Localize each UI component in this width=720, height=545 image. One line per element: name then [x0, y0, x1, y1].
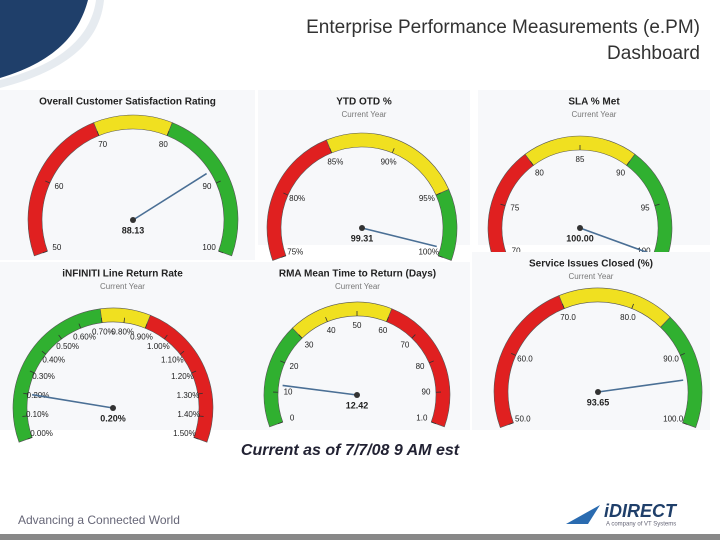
needle-hub: [359, 225, 365, 231]
tick-label: 50.0: [515, 414, 531, 423]
tick-label: 70.0: [560, 313, 576, 322]
tick-label: 0.30%: [32, 372, 55, 381]
gauge-subtitle: Current Year: [342, 110, 387, 119]
value-label: 88.13: [122, 225, 145, 235]
tick-label: 0.00%: [30, 429, 53, 438]
tick-label: 80: [159, 140, 168, 149]
tick-label: 80: [535, 169, 544, 178]
gauge-subtitle: Current Year: [569, 272, 614, 281]
tick-label: 75%: [287, 247, 303, 256]
logo-sub: A company of VT Systems: [606, 522, 676, 528]
tick-label: 90: [422, 388, 431, 397]
tick-label: 100%: [418, 247, 438, 256]
tick-label: 20: [290, 362, 299, 371]
tick-label: 1.30%: [177, 391, 200, 400]
tick-label: 85%: [327, 157, 343, 166]
tick-label: 60.0: [517, 355, 533, 364]
value-label: 93.65: [587, 397, 610, 407]
tick-label: 60: [55, 182, 64, 191]
tick-label: 1.0: [416, 414, 428, 423]
tick-label: 0.10%: [26, 410, 49, 419]
gauge-title: SLA % Met: [568, 97, 620, 108]
header-title: Dashboard: [607, 43, 700, 64]
gauge-title: Overall Customer Satisfaction Rating: [39, 97, 216, 108]
tick-label: 50: [52, 243, 61, 252]
tick-label: 75: [510, 204, 519, 213]
tick-label: 1.10%: [161, 356, 184, 365]
logo: iDIRECT: [604, 501, 678, 521]
tick-label: 95%: [419, 194, 435, 203]
value-label: 100.00: [566, 233, 594, 243]
tick-label: 70: [98, 140, 107, 149]
tick-label: 70: [400, 340, 409, 349]
tick-label: 80.0: [620, 313, 636, 322]
gauge-subtitle: Current Year: [100, 282, 145, 291]
bottom-bar: [0, 534, 720, 540]
tick-label: 40: [327, 326, 336, 335]
tick-label: 90: [203, 182, 212, 191]
gauge-title: iNFINITI Line Return Rate: [62, 269, 183, 280]
logo-mark: [566, 505, 600, 524]
tick-label: 95: [641, 204, 650, 213]
header-title: Enterprise Performance Measurements (e.P…: [306, 17, 700, 38]
tick-label: 50: [353, 321, 362, 330]
note: Current as of 7/7/08 9 AM est: [241, 442, 460, 459]
tagline: Advancing a Connected World: [18, 513, 180, 527]
tick-label: 85: [576, 155, 585, 164]
tick-label: 0: [290, 414, 295, 423]
value-label: 0.20%: [100, 413, 126, 423]
needle-hub: [577, 225, 583, 231]
value-label: 99.31: [351, 233, 374, 243]
tick-label: 1.40%: [177, 410, 200, 419]
tick-label: 100: [202, 243, 216, 252]
tick-label: 0.40%: [42, 356, 65, 365]
tick-label: 90%: [381, 157, 397, 166]
tick-label: 80: [416, 362, 425, 371]
tick-label: 0.50%: [56, 342, 79, 351]
needle-hub: [354, 392, 360, 398]
value-label: 12.42: [346, 400, 369, 410]
gauge-subtitle: Current Year: [335, 282, 380, 291]
tick-label: 10: [284, 388, 293, 397]
gauge-subtitle: Current Year: [572, 110, 617, 119]
gauge-title: Service Issues Closed (%): [529, 259, 653, 270]
tick-label: 60: [378, 326, 387, 335]
tick-label: 30: [305, 340, 314, 349]
tick-label: 1.20%: [171, 372, 194, 381]
needle-hub: [110, 405, 116, 411]
needle-hub: [595, 389, 601, 395]
tick-label: 90: [616, 169, 625, 178]
gauge-title: RMA Mean Time to Return (Days): [279, 269, 436, 280]
tick-label: 100.0: [663, 414, 684, 423]
tick-label: 1.50%: [173, 429, 196, 438]
tick-label: 90.0: [663, 355, 679, 364]
tick-label: 0.90%: [130, 333, 153, 342]
gauge-title: YTD OTD %: [336, 97, 392, 108]
needle-hub: [130, 217, 136, 223]
tick-label: 1.00%: [147, 342, 170, 351]
tick-label: 80%: [289, 194, 305, 203]
